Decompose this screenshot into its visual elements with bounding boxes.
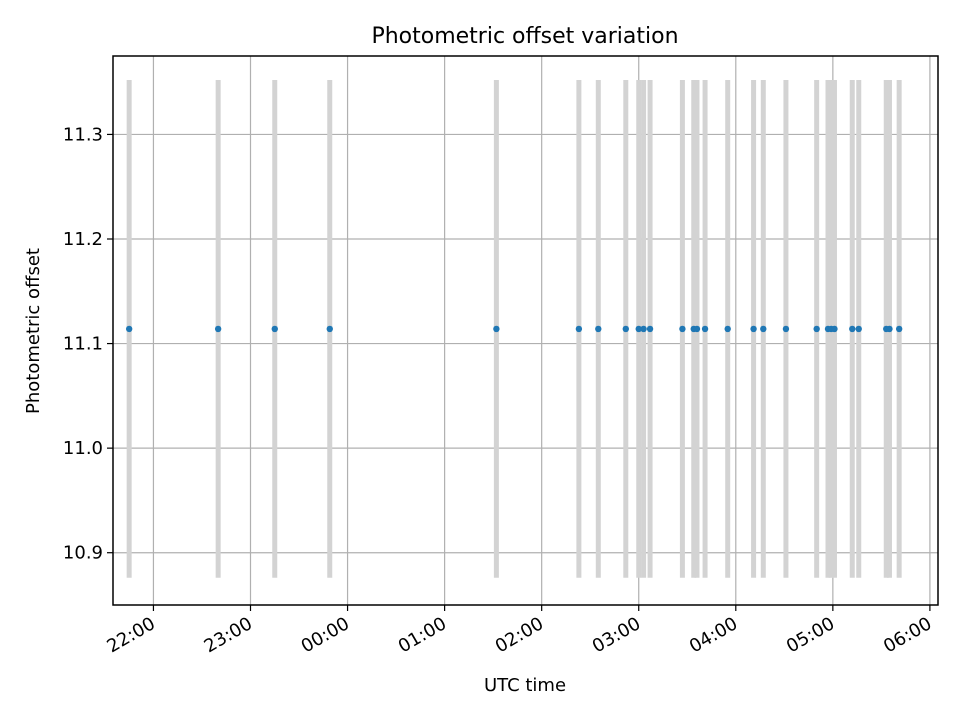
y-axis-label: Photometric offset: [23, 248, 44, 414]
data-point: [271, 325, 278, 333]
x-tick-label: 23:00: [201, 613, 256, 657]
data-points: [125, 325, 903, 333]
y-tick-label: 11.2: [63, 229, 103, 250]
x-tick-label: 06:00: [880, 613, 935, 657]
x-tick-label: 05:00: [783, 613, 838, 657]
y-tick-label: 11.3: [63, 124, 103, 145]
x-tick-label: 04:00: [686, 613, 741, 657]
data-point: [831, 325, 838, 333]
x-tick-label: 01:00: [395, 613, 450, 657]
data-point: [326, 325, 333, 333]
data-point: [750, 325, 757, 333]
data-point: [886, 325, 893, 333]
y-tick-label: 11.0: [63, 438, 103, 459]
data-point: [813, 325, 820, 333]
data-point: [635, 325, 642, 333]
x-tick-label: 00:00: [298, 613, 353, 657]
data-point: [493, 325, 500, 333]
data-point: [640, 325, 647, 333]
x-axis-label: UTC time: [484, 675, 566, 696]
data-point: [214, 325, 222, 333]
data-point: [575, 325, 583, 333]
data-point: [646, 325, 654, 333]
data-point: [782, 325, 790, 333]
x-tick-label: 03:00: [589, 613, 644, 657]
x-tick-label: 02:00: [492, 613, 547, 657]
data-point: [895, 325, 903, 333]
data-point: [693, 325, 701, 333]
data-point: [595, 325, 602, 333]
data-point: [125, 325, 133, 333]
data-point: [679, 325, 686, 333]
y-tick-label: 11.1: [63, 334, 103, 355]
data-point: [849, 325, 856, 333]
y-axis-ticks: 10.9 11.0 11.1 11.2 11.3: [63, 124, 113, 564]
chart-title: Photometric offset variation: [371, 24, 678, 49]
x-axis-ticks: 22:00 23:00 00:00 01:00 02:00 03:00 04:00 05:00…: [104, 605, 935, 657]
data-point: [724, 325, 731, 333]
data-point: [701, 325, 709, 333]
data-point: [622, 325, 629, 333]
x-tick-label: 22:00: [104, 613, 159, 657]
data-point: [855, 325, 862, 333]
data-point: [760, 325, 767, 333]
plot-frame: [112, 55, 939, 606]
y-tick-label: 10.9: [63, 543, 103, 564]
